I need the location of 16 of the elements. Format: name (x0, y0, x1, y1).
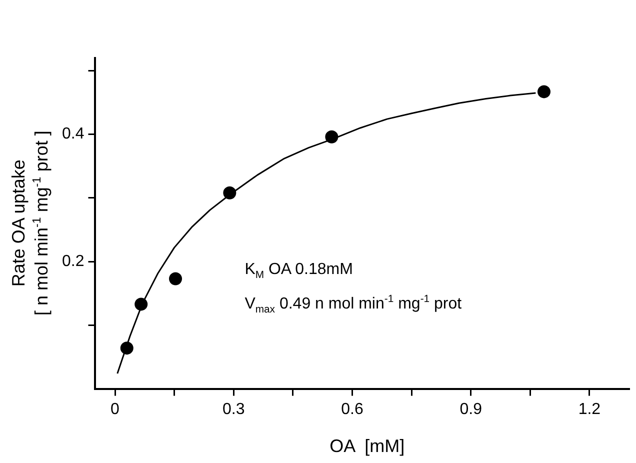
point (169, 272, 182, 286)
annotation: V$_{max}$ 0.49 n mol min$^{-1}$ mg$^{-1}$ prot (244, 294, 462, 317)
x-tick-label: 0.6 (341, 400, 364, 418)
x-tick-label: 1.2 (578, 400, 601, 418)
y-tick-label: 0.4 (62, 126, 84, 143)
x-tick-label: 0.3 (222, 400, 245, 418)
point (134, 298, 148, 311)
point (325, 130, 338, 144)
x-tick-label: 0 (110, 400, 120, 418)
annotation: K$_{M}$ OA 0.18mM (244, 260, 353, 282)
point (537, 85, 550, 98)
point (223, 186, 236, 200)
x-axis-title: OA [mM] (330, 436, 405, 458)
y-tick-label: 0.2 (62, 252, 84, 270)
point (120, 342, 134, 355)
x-tick-label: 0.9 (460, 400, 482, 418)
